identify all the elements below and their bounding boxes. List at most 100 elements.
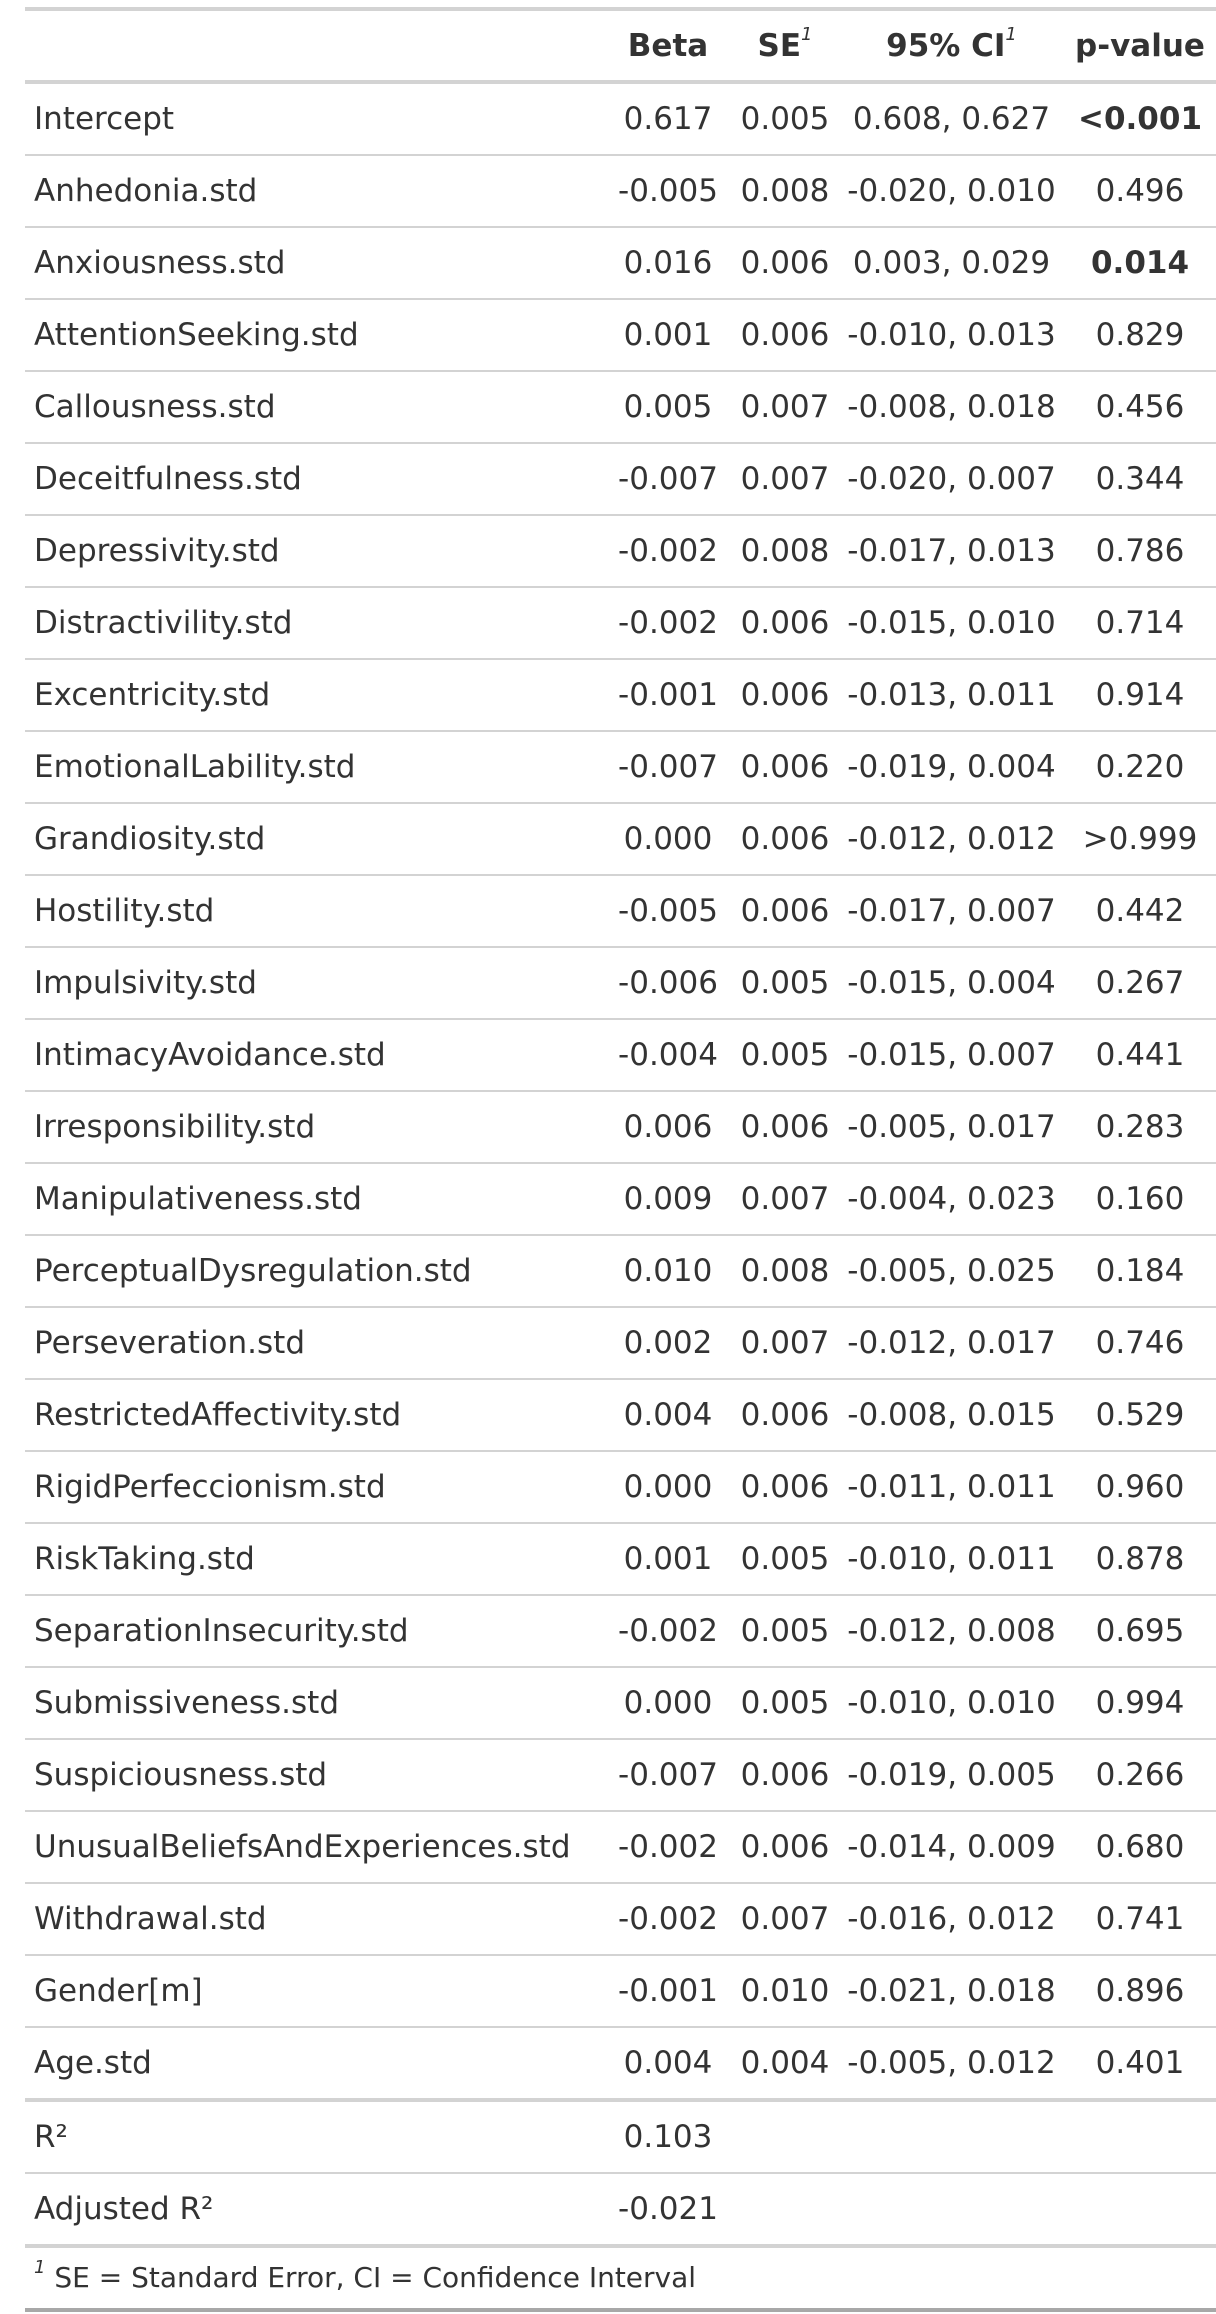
- row-label: EmotionalLability.std: [25, 730, 605, 803]
- table-row: Perseveration.std 0.002 0.007 -0.012, 0.017…: [25, 1306, 1216, 1379]
- row-label: Manipulativeness.std: [25, 1162, 605, 1235]
- row-p-value: 0.994: [1064, 1666, 1216, 1739]
- fit-stat-label: Adjusted R²: [25, 2172, 605, 2244]
- row-beta: -0.001: [605, 658, 731, 731]
- row-ci: -0.020, 0.010: [839, 154, 1064, 227]
- row-label: Distractivility.std: [25, 586, 605, 659]
- row-beta: 0.000: [605, 1450, 731, 1523]
- row-label: UnusualBeliefsAndExperiences.std: [25, 1810, 605, 1883]
- row-ci: -0.010, 0.010: [839, 1666, 1064, 1739]
- row-beta: 0.004: [605, 2026, 731, 2100]
- row-se: 0.005: [731, 1018, 839, 1091]
- row-p-value: >0.999: [1064, 802, 1216, 875]
- row-label: Excentricity.std: [25, 658, 605, 731]
- fit-stat-row: R² 0.103: [25, 2098, 1216, 2173]
- fit-stat-value: 0.103: [605, 2098, 731, 2173]
- row-beta: -0.006: [605, 946, 731, 1019]
- row-beta: -0.005: [605, 154, 731, 227]
- row-beta: -0.001: [605, 1954, 731, 2027]
- row-se: 0.006: [731, 874, 839, 947]
- regression-table-container: Beta SE1 95% CI1 p-value Intercept 0.617 0…: [25, 7, 1216, 2312]
- row-label: Anxiousness.std: [25, 226, 605, 299]
- row-p-value: 0.184: [1064, 1234, 1216, 1307]
- table-row: UnusualBeliefsAndExperiences.std -0.002 0.…: [25, 1810, 1216, 1883]
- row-ci: -0.012, 0.008: [839, 1594, 1064, 1667]
- row-beta: 0.006: [605, 1090, 731, 1163]
- table-row: SeparationInsecurity.std -0.002 0.005 -0.01…: [25, 1594, 1216, 1667]
- row-label: Depressivity.std: [25, 514, 605, 587]
- row-label: Gender[m]: [25, 1954, 605, 2027]
- table-row: Submissiveness.std 0.000 0.005 -0.010, 0.01…: [25, 1666, 1216, 1739]
- header-se-text: SE: [757, 27, 802, 64]
- row-p-value: 0.441: [1064, 1018, 1216, 1091]
- table-row: EmotionalLability.std -0.007 0.006 -0.019, …: [25, 730, 1216, 803]
- row-se: 0.010: [731, 1954, 839, 2027]
- table-body: Intercept 0.617 0.005 0.608, 0.627 <0.001 Anh…: [25, 82, 1216, 2244]
- row-ci: -0.005, 0.017: [839, 1090, 1064, 1163]
- row-se: 0.007: [731, 1306, 839, 1379]
- row-p-value: 0.695: [1064, 1594, 1216, 1667]
- row-beta: 0.001: [605, 1522, 731, 1595]
- row-ci: -0.014, 0.009: [839, 1810, 1064, 1883]
- row-beta: -0.007: [605, 442, 731, 515]
- row-p-value: 0.896: [1064, 1954, 1216, 2027]
- row-p-value: 0.266: [1064, 1738, 1216, 1811]
- table-row: Gender[m] -0.001 0.010 -0.021, 0.018 0.896: [25, 1954, 1216, 2027]
- row-p-value: 0.442: [1064, 874, 1216, 947]
- table-row: RiskTaking.std 0.001 0.005 -0.010, 0.011 0.8…: [25, 1522, 1216, 1595]
- row-se: 0.005: [731, 1522, 839, 1595]
- row-p-value: 0.878: [1064, 1522, 1216, 1595]
- row-se: 0.007: [731, 442, 839, 515]
- table-row: Distractivility.std -0.002 0.006 -0.015, 0.…: [25, 586, 1216, 659]
- row-se: 0.006: [731, 1738, 839, 1811]
- header-se-footnote-marker: 1: [801, 23, 813, 45]
- row-beta: -0.002: [605, 1882, 731, 1955]
- header-ci: 95% CI1: [839, 7, 1064, 84]
- fit-stat-empty-ci: [839, 2172, 1064, 2244]
- row-beta: 0.617: [623, 101, 713, 137]
- row-ci: -0.008, 0.015: [839, 1378, 1064, 1451]
- row-ci: -0.005, 0.012: [839, 2026, 1064, 2100]
- row-ci: 0.003, 0.029: [839, 226, 1064, 299]
- row-p-value: 0.714: [1064, 586, 1216, 659]
- row-beta: -0.002: [605, 514, 731, 587]
- row-label: Impulsivity.std: [25, 946, 605, 1019]
- row-beta: -0.005: [605, 874, 731, 947]
- row-label: Hostility.std: [25, 874, 605, 947]
- row-ci: -0.015, 0.007: [839, 1018, 1064, 1091]
- row-se: 0.008: [731, 514, 839, 587]
- row-label: PerceptualDysregulation.std: [25, 1234, 605, 1307]
- table-row: Callousness.std 0.005 0.007 -0.008, 0.018 0.…: [25, 370, 1216, 443]
- row-p-value: 0.401: [1064, 2026, 1216, 2100]
- row-beta: 0.016: [605, 226, 731, 299]
- table-row: PerceptualDysregulation.std 0.010 0.008 -0.…: [25, 1234, 1216, 1307]
- row-se: 0.006: [731, 586, 839, 659]
- row-label: AttentionSeeking.std: [25, 298, 605, 371]
- row-p-value: <0.001: [1077, 101, 1203, 137]
- row-label: IntimacyAvoidance.std: [25, 1018, 605, 1091]
- row-se: 0.006: [731, 298, 839, 371]
- row-ci: -0.005, 0.025: [839, 1234, 1064, 1307]
- row-p-value: 0.456: [1064, 370, 1216, 443]
- row-beta: 0.002: [605, 1306, 731, 1379]
- row-p-value: 0.786: [1064, 514, 1216, 587]
- row-label: Callousness.std: [25, 370, 605, 443]
- row-label: RestrictedAffectivity.std: [25, 1378, 605, 1451]
- row-se: 0.005: [740, 101, 830, 137]
- row-se: 0.006: [731, 658, 839, 731]
- row-se: 0.008: [731, 154, 839, 227]
- row-p-value: 0.829: [1064, 298, 1216, 371]
- row-label: Deceitfulness.std: [25, 442, 605, 515]
- table-row: Withdrawal.std -0.002 0.007 -0.016, 0.012 0.…: [25, 1882, 1216, 1955]
- header-label: [25, 7, 605, 84]
- header-ci-text: 95% CI: [886, 27, 1006, 64]
- row-ci: -0.017, 0.013: [839, 514, 1064, 587]
- row-ci: -0.010, 0.011: [839, 1522, 1064, 1595]
- row-ci: -0.012, 0.012: [839, 802, 1064, 875]
- row-label: Anhedonia.std: [25, 154, 605, 227]
- row-p-value: 0.220: [1064, 730, 1216, 803]
- row-label: RigidPerfeccionism.std: [25, 1450, 605, 1523]
- row-label: Perseveration.std: [25, 1306, 605, 1379]
- row-label: RiskTaking.std: [25, 1522, 605, 1595]
- row-beta: -0.004: [605, 1018, 731, 1091]
